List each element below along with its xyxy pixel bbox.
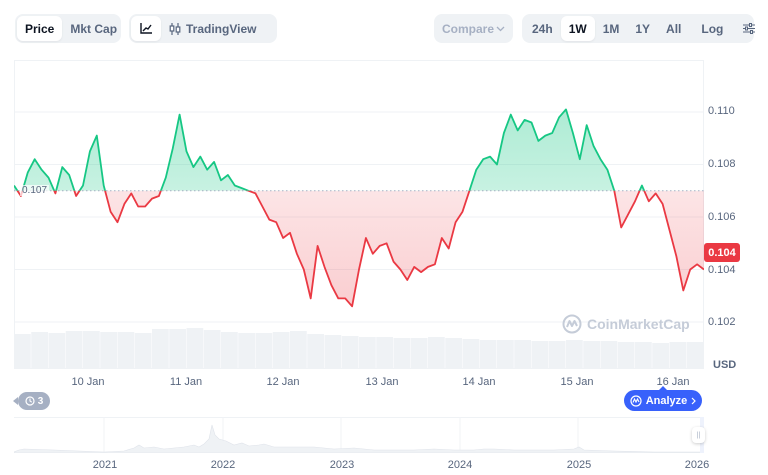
compare-label: Compare bbox=[442, 21, 495, 36]
year-label: 2022 bbox=[210, 459, 236, 471]
year-label: 2026 bbox=[684, 459, 710, 471]
price-chart-plot bbox=[14, 60, 704, 369]
navigator-sparkline bbox=[13, 417, 705, 454]
coinmarketcap-watermark: CoinMarketCap bbox=[562, 314, 690, 334]
year-label: 2025 bbox=[566, 459, 592, 471]
currency-label: USD bbox=[713, 359, 737, 371]
x-tick-label: 13 Jan bbox=[365, 376, 399, 388]
x-tick-label: 16 Jan bbox=[656, 376, 690, 388]
tradingview-label: TradingView bbox=[186, 21, 257, 36]
range-1m[interactable]: 1M bbox=[602, 21, 620, 36]
tradingview-button[interactable]: TradingView bbox=[161, 16, 264, 41]
compare-dropdown[interactable]: Compare bbox=[434, 14, 513, 43]
year-label: 2023 bbox=[329, 459, 355, 471]
chart-type-switch: Price Mkt Cap bbox=[15, 14, 121, 43]
y-tick-label: 0.108 bbox=[708, 158, 736, 170]
analyze-label: Analyze bbox=[645, 394, 688, 407]
tab-mkt-cap[interactable]: Mkt Cap bbox=[70, 21, 118, 36]
range-all[interactable]: All bbox=[666, 21, 682, 36]
history-icon bbox=[25, 396, 35, 406]
candlestick-icon bbox=[169, 22, 181, 35]
y-tick-label: 0.110 bbox=[708, 105, 735, 117]
year-label: 2021 bbox=[92, 459, 118, 471]
history-count: 3 bbox=[37, 395, 44, 407]
x-tick-label: 10 Jan bbox=[71, 376, 105, 388]
y-tick-label: 0.102 bbox=[708, 316, 736, 328]
chart-toolbar: Price Mkt Cap TradingView Compare 24h 1W… bbox=[15, 14, 756, 44]
analyze-button[interactable]: Analyze bbox=[624, 386, 702, 411]
range-1y[interactable]: 1Y bbox=[635, 21, 651, 36]
tab-price[interactable]: Price bbox=[17, 16, 63, 41]
reference-price-label: 0.107 bbox=[20, 185, 50, 196]
y-tick-label: 0.106 bbox=[708, 211, 736, 223]
x-tick-label: 15 Jan bbox=[560, 376, 594, 388]
time-range-switch: 24h 1W 1M 1Y All Log bbox=[522, 14, 756, 43]
x-tick-label: 11 Jan bbox=[169, 376, 203, 388]
current-price-badge: 0.104 bbox=[704, 243, 740, 262]
range-1w[interactable]: 1W bbox=[560, 16, 595, 41]
year-label: 2024 bbox=[447, 459, 473, 471]
chevron-right-icon bbox=[691, 397, 697, 405]
sliders-icon bbox=[743, 23, 756, 34]
cmc-ai-icon bbox=[630, 394, 642, 407]
range-24h[interactable]: 24h bbox=[532, 21, 553, 36]
grip-icon: || bbox=[696, 431, 701, 439]
chart-settings-button[interactable] bbox=[735, 16, 763, 41]
chart-view-switch: TradingView bbox=[129, 14, 277, 43]
x-tick-label: 12 Jan bbox=[266, 376, 300, 388]
line-chart-button[interactable] bbox=[131, 16, 161, 41]
history-badge[interactable]: 3 bbox=[13, 392, 50, 410]
y-tick-label: 0.104 bbox=[708, 264, 736, 276]
watermark-text: CoinMarketCap bbox=[587, 316, 690, 332]
range-navigator[interactable] bbox=[13, 417, 705, 454]
price-chart[interactable] bbox=[14, 60, 704, 370]
cmc-logo-icon bbox=[562, 314, 582, 334]
navigator-handle[interactable]: || bbox=[692, 427, 705, 443]
x-tick-label: 14 Jan bbox=[462, 376, 496, 388]
line-chart-icon bbox=[139, 23, 153, 34]
log-scale-button[interactable]: Log bbox=[701, 21, 724, 36]
chevron-down-icon bbox=[496, 26, 505, 32]
